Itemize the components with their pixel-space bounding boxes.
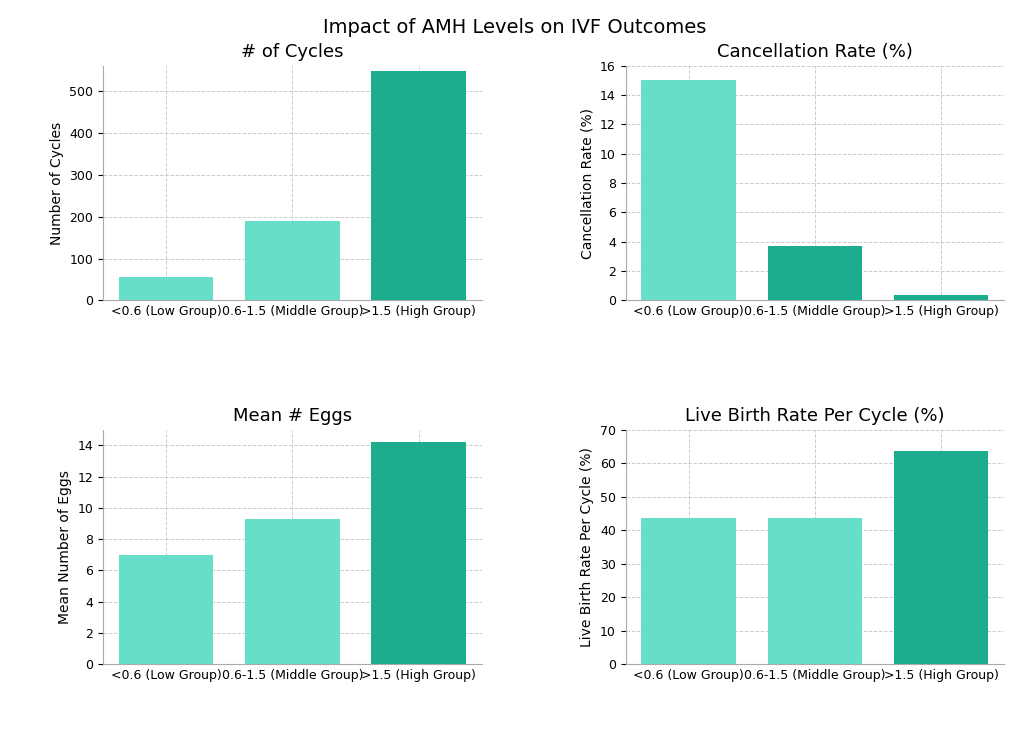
Title: Cancellation Rate (%): Cancellation Rate (%): [717, 43, 913, 61]
Bar: [371, 71, 466, 301]
Bar: [894, 451, 989, 664]
Bar: [371, 442, 466, 664]
Y-axis label: Live Birth Rate Per Cycle (%): Live Birth Rate Per Cycle (%): [580, 447, 594, 647]
Y-axis label: Cancellation Rate (%): Cancellation Rate (%): [581, 107, 594, 258]
Bar: [767, 518, 862, 664]
Y-axis label: Number of Cycles: Number of Cycles: [49, 121, 64, 245]
Bar: [245, 519, 340, 664]
Bar: [767, 246, 862, 301]
Bar: [642, 80, 736, 301]
Title: Live Birth Rate Per Cycle (%): Live Birth Rate Per Cycle (%): [685, 407, 945, 425]
Bar: [642, 518, 736, 664]
Bar: [894, 295, 989, 301]
Title: # of Cycles: # of Cycles: [241, 43, 344, 61]
Text: Impact of AMH Levels on IVF Outcomes: Impact of AMH Levels on IVF Outcomes: [323, 18, 707, 37]
Bar: [245, 220, 340, 301]
Y-axis label: Mean Number of Eggs: Mean Number of Eggs: [58, 470, 72, 624]
Bar: [118, 277, 213, 301]
Bar: [118, 555, 213, 664]
Title: Mean # Eggs: Mean # Eggs: [233, 407, 352, 425]
